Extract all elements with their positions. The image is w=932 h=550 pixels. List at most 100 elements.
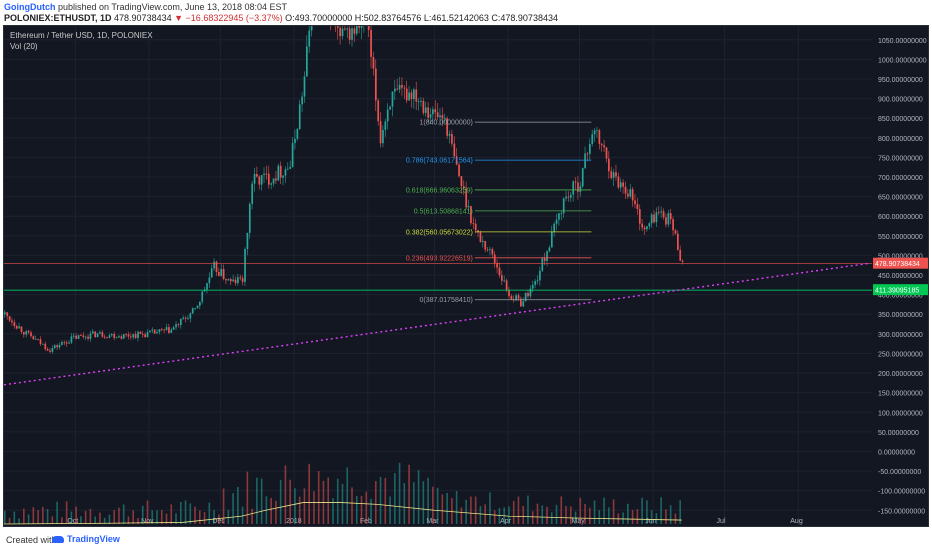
y-tick-label: 650.00000000 (878, 195, 923, 202)
candle-body (270, 183, 273, 185)
price-chart[interactable]: 1050.00000000 1000.00000000 950.00000000 90… (4, 26, 928, 526)
candle-body (374, 68, 377, 101)
candle-body (53, 345, 56, 349)
candle-body (612, 172, 615, 178)
candle-body (531, 284, 534, 289)
symbol-label: POLONIEX:ETHUSDT, 1D (4, 13, 112, 23)
volume-bar (18, 518, 20, 524)
candle-body (56, 345, 59, 348)
candle-body (569, 194, 572, 198)
volume-bar (612, 499, 615, 524)
fib-level-label: 1(840.00000000) (420, 120, 473, 127)
y-tick-label: 500.00000000 (878, 253, 923, 260)
x-tick-label: May (571, 518, 585, 525)
volume-bar (408, 464, 410, 524)
volume-bar (65, 501, 68, 524)
volume-bar (422, 481, 425, 524)
volume-bar (569, 506, 572, 524)
volume-bar (279, 479, 282, 524)
candle-body (415, 89, 418, 102)
candle-body (643, 227, 646, 230)
candle-body (179, 318, 182, 325)
volume-bar (427, 477, 429, 524)
candle-body (624, 186, 627, 194)
footer: Created with TradingView (0, 527, 932, 550)
volume-bar (275, 500, 277, 524)
candle-body (187, 318, 189, 320)
candle-body (113, 334, 116, 339)
volume-bar (156, 510, 158, 524)
candle-body (548, 247, 551, 252)
volume-bar (398, 462, 401, 524)
candle-body (553, 223, 556, 232)
candle-body (84, 336, 87, 338)
candle-body (227, 279, 230, 281)
candle-body (529, 288, 532, 297)
candle-body (377, 100, 380, 122)
candle-body (610, 171, 613, 178)
fib-level-label: 0.618(666.96063259) (406, 187, 473, 194)
candle-body (622, 182, 625, 187)
fib-level-label: 0(387.01758410) (420, 297, 473, 304)
volume-bar (170, 504, 173, 524)
volume-bar (13, 511, 16, 524)
candle-body (574, 181, 577, 183)
volume-bar (303, 488, 306, 524)
candle-body (422, 100, 425, 113)
x-tick-label: Apr (500, 518, 512, 525)
candle-body (194, 307, 196, 309)
candle-body (581, 168, 584, 187)
candle-body (106, 337, 108, 338)
candle-body (310, 26, 313, 31)
candle-body (260, 175, 263, 185)
volume-bar (550, 512, 553, 524)
candle-body (593, 130, 596, 135)
candle-body (213, 261, 215, 269)
chart-panel[interactable]: 1050.00000000 1000.00000000 950.00000000 90… (3, 25, 929, 527)
low-value: L:461.52142063 (423, 13, 489, 23)
volume-bar (270, 497, 272, 524)
candle-body (429, 114, 432, 118)
candle-body (160, 329, 163, 330)
candle-body (629, 189, 632, 197)
tradingview-logo[interactable]: TradingView (52, 534, 120, 544)
volume-bar (8, 517, 11, 524)
candle-body (403, 87, 406, 89)
candle-body (156, 331, 158, 334)
candle-body (546, 251, 548, 261)
created-with-text: Created with (6, 535, 57, 545)
volume-bar (446, 492, 448, 524)
y-tick-label: 50.00000000 (878, 430, 919, 437)
candle-body (641, 223, 644, 228)
y-tick-label: 600.00000000 (878, 214, 923, 221)
candle-body (284, 169, 287, 176)
fib-level-label: 0.5(613.50868141) (414, 208, 473, 215)
candle-body (177, 324, 180, 326)
candle-body (662, 211, 665, 218)
y-tick-label: 0.00000000 (878, 449, 915, 456)
x-tick-label: 2018 (286, 518, 302, 525)
volume-bar (208, 502, 211, 524)
candle-body (413, 89, 415, 100)
y-tick-label: 400.00000000 (878, 293, 923, 300)
volume-bar (341, 483, 344, 524)
volume-bar (237, 486, 239, 524)
volume-bar (184, 500, 187, 524)
author-link[interactable]: GoingDutch (4, 2, 56, 12)
candle-body (543, 258, 546, 261)
candle-body (222, 269, 225, 280)
tradingview-cloud-icon (52, 536, 64, 544)
volume-bar (536, 503, 539, 524)
candle-body (503, 280, 506, 282)
candle-body (491, 249, 494, 255)
volume-bar (241, 506, 244, 524)
volume-bar (379, 477, 382, 524)
volume-bar (593, 500, 596, 524)
candle-body (265, 173, 268, 175)
volume-bar (522, 506, 525, 524)
candle-body (498, 267, 501, 276)
volume-bar (99, 512, 101, 524)
candle-body (282, 175, 284, 178)
candle-body (27, 331, 30, 333)
candle-body (608, 158, 610, 172)
